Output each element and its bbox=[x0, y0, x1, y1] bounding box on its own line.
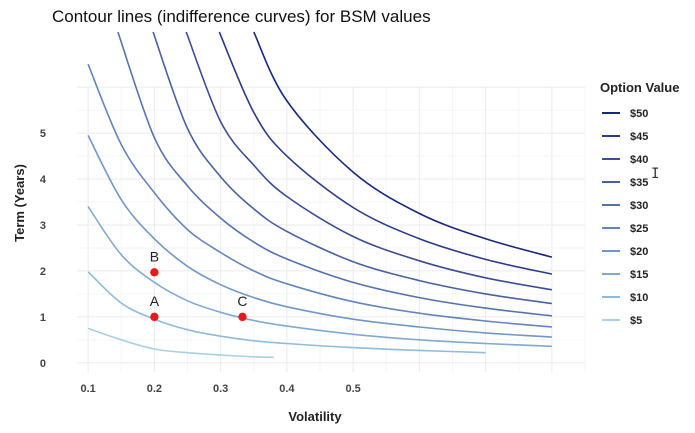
contour-line-10 bbox=[87, 271, 486, 354]
legend-label: $35 bbox=[630, 177, 648, 189]
legend-label: $40 bbox=[630, 154, 648, 166]
legend-label: $30 bbox=[630, 200, 648, 212]
legend-items: $50 $45 $40 $35 $30 $25 $20 $15 $10 $5 bbox=[602, 108, 648, 327]
legend-label: $45 bbox=[630, 131, 648, 143]
legend-label: $50 bbox=[630, 108, 648, 120]
point-c bbox=[238, 312, 247, 322]
y-axis-ticks: 0 1 2 3 4 5 bbox=[40, 128, 47, 370]
legend-label: $15 bbox=[630, 269, 648, 281]
contour-line-5 bbox=[87, 327, 274, 359]
point-label-b: B bbox=[150, 248, 159, 264]
x-tick-label: 0.5 bbox=[345, 383, 360, 395]
legend-label: $10 bbox=[630, 292, 648, 304]
contour-line-30 bbox=[117, 31, 552, 317]
y-tick-label: 2 bbox=[40, 266, 46, 278]
contour-line-50 bbox=[253, 31, 553, 258]
contour-line-25 bbox=[87, 63, 552, 328]
y-tick-label: 4 bbox=[40, 174, 47, 186]
y-tick-label: 5 bbox=[40, 128, 46, 140]
grid-layer bbox=[77, 86, 586, 372]
point-label-c: C bbox=[237, 293, 247, 309]
x-tick-label: 0.4 bbox=[279, 383, 295, 395]
y-axis-title: Term (Years) bbox=[12, 164, 27, 242]
x-axis-title: Volatility bbox=[288, 409, 342, 424]
y-tick-label: 1 bbox=[40, 312, 46, 324]
x-axis-ticks: 0.1 0.2 0.3 0.4 0.5 bbox=[80, 383, 360, 395]
point-b bbox=[150, 268, 159, 277]
chart-title: Contour lines (indifference curves) for … bbox=[52, 7, 431, 26]
y-tick-label: 0 bbox=[40, 358, 46, 370]
contour-line-45 bbox=[218, 31, 553, 275]
text-cursor-icon: Ι bbox=[651, 166, 659, 182]
contour-line-15 bbox=[87, 206, 552, 348]
legend-label: $5 bbox=[630, 315, 642, 327]
point-a bbox=[150, 312, 159, 322]
legend: Option Value $50 $45 $40 $35 $30 $25 $20 $15 $10… bbox=[600, 80, 679, 327]
legend-label: $25 bbox=[630, 223, 648, 235]
legend-title: Option Value bbox=[600, 80, 679, 95]
y-tick-label: 3 bbox=[40, 220, 46, 232]
x-tick-label: 0.1 bbox=[80, 383, 95, 395]
x-tick-label: 0.2 bbox=[147, 383, 162, 395]
x-tick-label: 0.3 bbox=[213, 383, 228, 395]
legend-label: $20 bbox=[630, 246, 648, 258]
marked-points: A B C bbox=[150, 248, 248, 322]
contour-line-40 bbox=[185, 31, 553, 291]
contour-line-35 bbox=[152, 31, 553, 305]
point-label-a: A bbox=[150, 293, 160, 309]
contour-curves bbox=[87, 31, 553, 359]
contour-line-20 bbox=[87, 135, 552, 338]
